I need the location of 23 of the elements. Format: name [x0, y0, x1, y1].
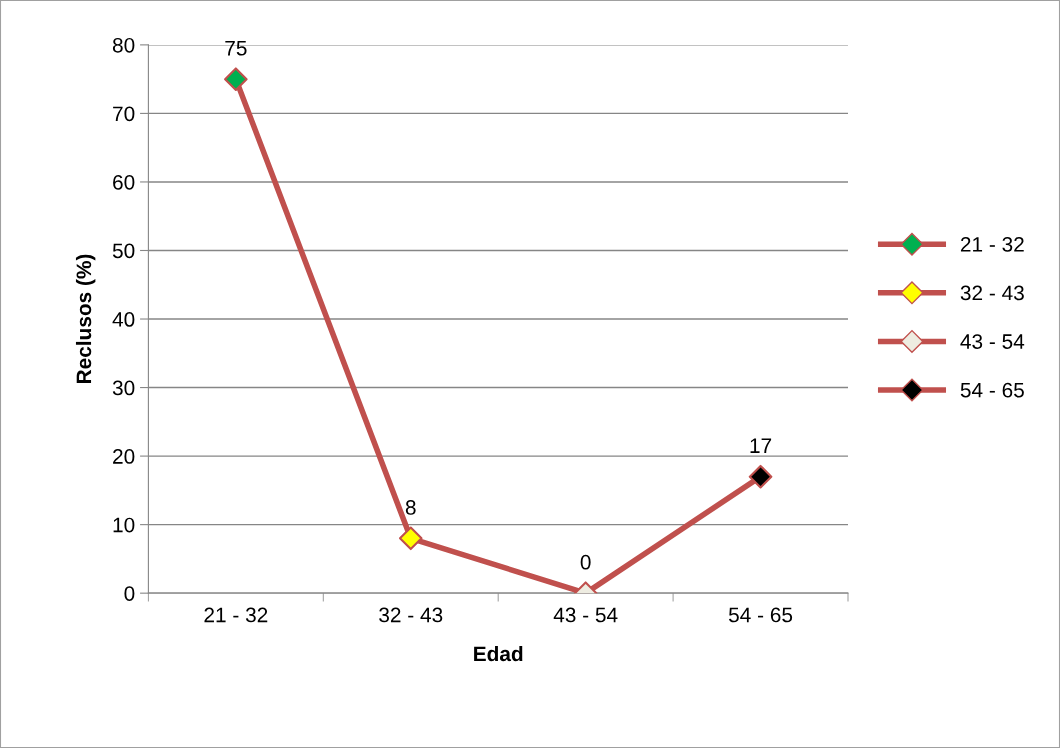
y-axis-title: Reclusos (%): [75, 254, 96, 384]
y-tick-label: 80: [112, 37, 135, 53]
y-tick-label: 30: [112, 380, 135, 396]
x-tick-label: 32 - 43: [379, 607, 443, 623]
x-tick-label: 54 - 65: [728, 607, 793, 623]
y-tick-label: 0: [124, 586, 135, 601]
y-tick-label: 40: [112, 312, 135, 327]
data-label: 0: [580, 554, 591, 570]
y-tick-label: 20: [113, 449, 135, 464]
legend-label: 54 - 65: [960, 382, 1024, 398]
x-axis-title: Edad: [474, 645, 523, 662]
x-tick-label: 21 - 32: [204, 607, 268, 623]
y-tick-label: 50: [112, 243, 135, 259]
data-label: 8: [405, 500, 416, 515]
legend-label: 43 - 54: [960, 334, 1025, 349]
y-tick-label: 60: [113, 174, 135, 190]
data-label: 75: [225, 41, 247, 56]
legend-label: 32 - 43: [960, 285, 1024, 301]
y-tick-label: 10: [113, 517, 135, 533]
y-tick-label: 70: [113, 106, 135, 122]
x-tick-label: 43 - 54: [553, 607, 618, 623]
data-label: 17: [750, 438, 772, 453]
legend-label: 21 - 32: [960, 236, 1024, 252]
